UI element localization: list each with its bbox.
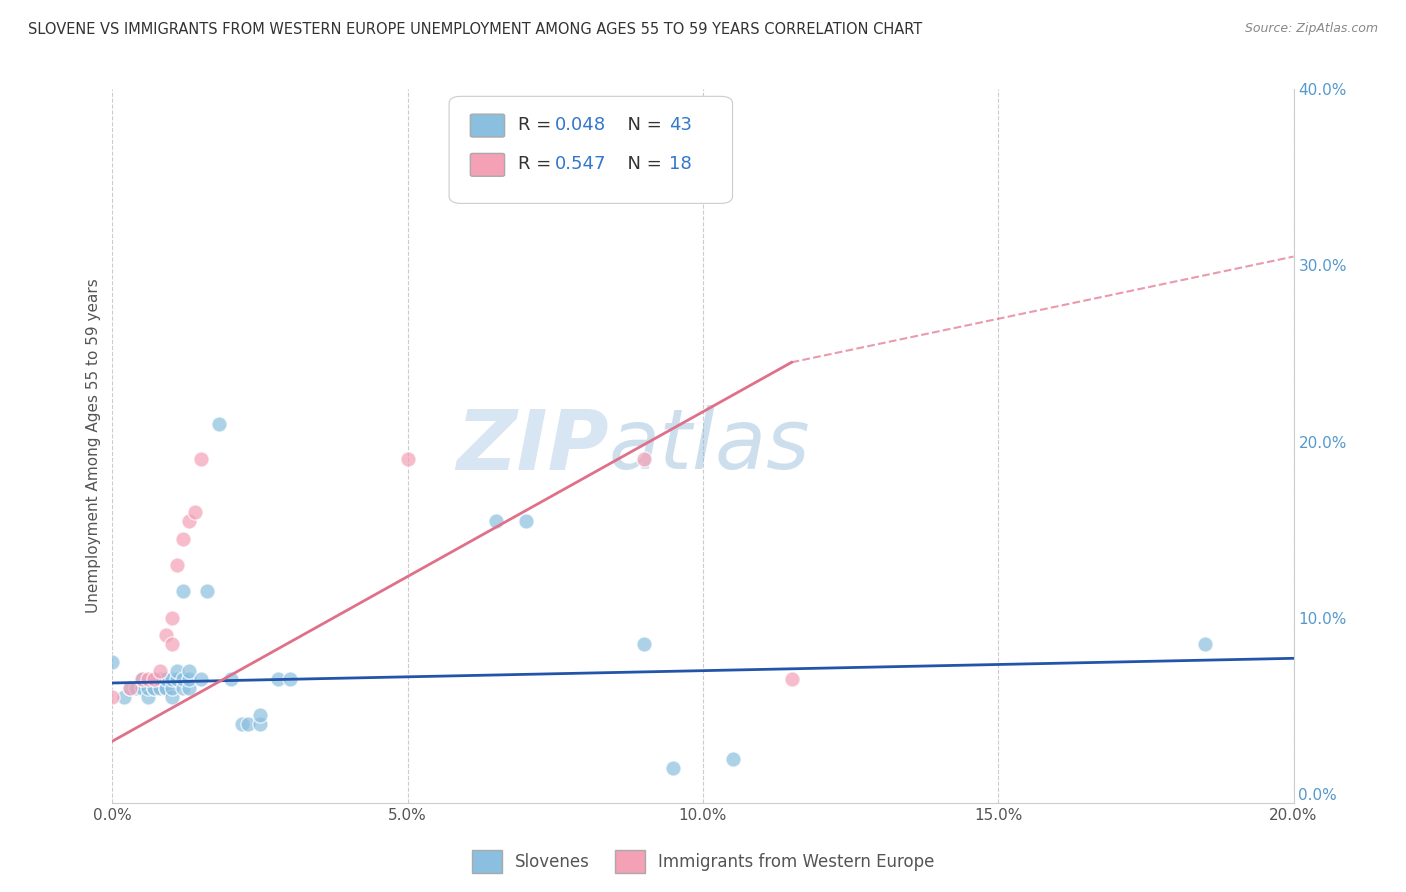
- Point: [633, 637, 655, 651]
- Point: [267, 673, 290, 687]
- Point: [485, 153, 508, 167]
- Point: [179, 514, 201, 528]
- Text: R =: R =: [517, 116, 557, 134]
- Point: [142, 681, 165, 696]
- Text: 0.547: 0.547: [555, 155, 607, 173]
- Text: 43: 43: [669, 116, 692, 134]
- Point: [485, 514, 508, 528]
- Text: Source: ZipAtlas.com: Source: ZipAtlas.com: [1244, 22, 1378, 36]
- Point: [149, 681, 172, 696]
- Point: [160, 637, 183, 651]
- Point: [190, 673, 212, 687]
- Point: [136, 690, 159, 704]
- Point: [160, 611, 183, 625]
- Text: ZIP: ZIP: [456, 406, 609, 486]
- Point: [101, 690, 124, 704]
- Point: [231, 716, 253, 731]
- Point: [131, 673, 153, 687]
- Legend: Slovenes, Immigrants from Western Europe: Slovenes, Immigrants from Western Europe: [465, 843, 941, 880]
- Point: [190, 452, 212, 467]
- Point: [131, 673, 153, 687]
- Text: atlas: atlas: [609, 406, 810, 486]
- Point: [160, 681, 183, 696]
- Point: [101, 655, 124, 669]
- FancyBboxPatch shape: [471, 114, 505, 137]
- Point: [172, 532, 194, 546]
- Point: [633, 452, 655, 467]
- Point: [179, 673, 201, 687]
- Point: [155, 628, 177, 642]
- Point: [112, 690, 135, 704]
- Point: [238, 716, 260, 731]
- Point: [515, 514, 537, 528]
- Text: R =: R =: [517, 155, 557, 173]
- Point: [249, 707, 271, 722]
- Point: [278, 673, 301, 687]
- Text: N =: N =: [616, 116, 666, 134]
- Point: [208, 417, 231, 431]
- Point: [195, 584, 218, 599]
- Point: [172, 673, 194, 687]
- Point: [142, 673, 165, 687]
- Point: [136, 681, 159, 696]
- Text: SLOVENE VS IMMIGRANTS FROM WESTERN EUROPE UNEMPLOYMENT AMONG AGES 55 TO 59 YEARS: SLOVENE VS IMMIGRANTS FROM WESTERN EUROP…: [28, 22, 922, 37]
- Point: [172, 584, 194, 599]
- Point: [172, 681, 194, 696]
- Text: 0.048: 0.048: [555, 116, 606, 134]
- Point: [166, 558, 188, 572]
- Point: [125, 681, 148, 696]
- Point: [120, 681, 142, 696]
- Point: [142, 681, 165, 696]
- Text: 18: 18: [669, 155, 692, 173]
- Point: [219, 673, 242, 687]
- Point: [662, 760, 685, 774]
- FancyBboxPatch shape: [449, 96, 733, 203]
- Point: [780, 673, 803, 687]
- Point: [166, 664, 188, 678]
- FancyBboxPatch shape: [471, 153, 505, 177]
- Point: [160, 673, 183, 687]
- Point: [142, 673, 165, 687]
- Point: [396, 452, 419, 467]
- Point: [249, 716, 271, 731]
- Point: [131, 681, 153, 696]
- Point: [120, 681, 142, 696]
- Point: [149, 673, 172, 687]
- Point: [155, 681, 177, 696]
- Y-axis label: Unemployment Among Ages 55 to 59 years: Unemployment Among Ages 55 to 59 years: [86, 278, 101, 614]
- Point: [1194, 637, 1216, 651]
- Point: [160, 690, 183, 704]
- Point: [149, 664, 172, 678]
- Text: N =: N =: [616, 155, 666, 173]
- Point: [179, 681, 201, 696]
- Point: [136, 673, 159, 687]
- Point: [155, 681, 177, 696]
- Point: [155, 673, 177, 687]
- Point: [179, 664, 201, 678]
- Point: [166, 673, 188, 687]
- Point: [184, 505, 207, 519]
- Point: [721, 752, 744, 766]
